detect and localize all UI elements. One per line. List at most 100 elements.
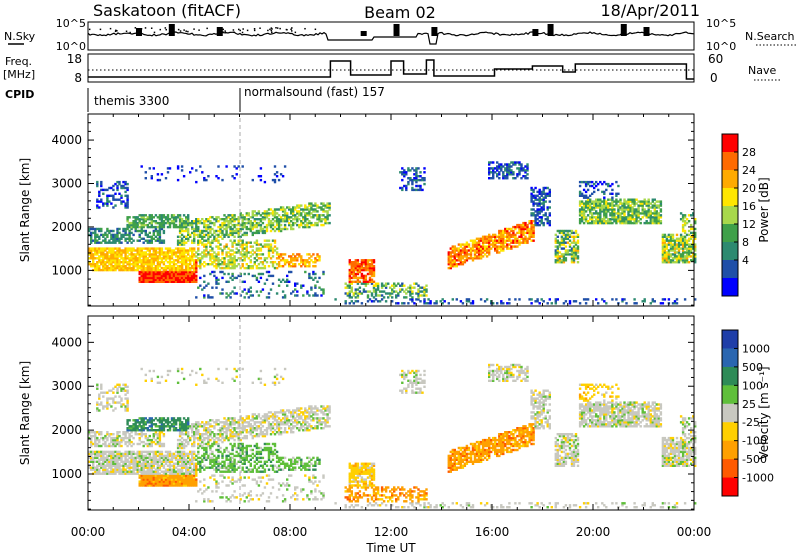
velocity-cell (108, 442, 111, 446)
power-cell (661, 239, 665, 242)
velocity-cell (88, 464, 91, 467)
power-cell (584, 190, 588, 194)
power-cell (249, 225, 252, 229)
velocity-cell (122, 383, 125, 386)
power-cell (477, 241, 481, 244)
velocity-cell (122, 403, 125, 406)
power-cell (635, 212, 638, 215)
power-cell (649, 221, 652, 225)
power-cell (94, 231, 97, 235)
power-cell (520, 165, 523, 168)
power-cell (629, 206, 632, 209)
power-cell (182, 243, 186, 246)
power-cell (205, 284, 208, 287)
power-cell (540, 206, 543, 209)
power-cell (506, 243, 509, 246)
velocity-cell (132, 442, 135, 446)
power-cell (447, 251, 450, 254)
power-cell (146, 249, 149, 252)
power-cell (239, 216, 242, 219)
velocity-cell (94, 436, 97, 440)
power-cell (225, 231, 228, 235)
power-cell (687, 251, 691, 254)
power-cell (409, 290, 412, 293)
power-cell (152, 233, 155, 237)
power-cell (423, 171, 426, 174)
power-cell (574, 241, 578, 244)
power-cell (419, 186, 422, 190)
power-cell (694, 220, 697, 223)
power-cell (324, 220, 327, 223)
velocity-cell (120, 470, 123, 473)
power-cell (526, 225, 529, 229)
velocity-cell (116, 389, 119, 392)
power-cell (255, 265, 259, 268)
power-cell (671, 253, 675, 256)
power-cell (219, 243, 222, 246)
power-cell (506, 239, 509, 242)
nsky-dot (114, 30, 117, 33)
power-cell (185, 235, 188, 238)
power-cell (384, 284, 388, 287)
power-cell (263, 210, 267, 213)
power-cell (358, 270, 362, 274)
power-cell (322, 204, 325, 207)
power-cell (128, 221, 131, 225)
power-cell (300, 259, 303, 262)
power-cell (182, 229, 186, 233)
power-cell (146, 225, 149, 229)
power-cell (231, 241, 234, 244)
power-cell (663, 235, 667, 238)
power-cell (496, 235, 499, 238)
power-cell (199, 284, 202, 287)
power-cell (231, 249, 234, 252)
power-cell (102, 253, 105, 256)
power-cell (368, 268, 372, 272)
power-cell (158, 257, 162, 260)
velocity-cell (98, 444, 101, 448)
velocity-cell (96, 464, 99, 467)
power-cell (178, 268, 182, 272)
power-cell (584, 298, 588, 301)
power-cell (197, 225, 200, 229)
power-cell (532, 208, 535, 211)
power-cell (368, 298, 372, 301)
power-cell (320, 288, 323, 291)
power-cell (114, 192, 117, 195)
power-cell (506, 233, 509, 237)
power-cell (160, 218, 164, 221)
power-cell (570, 241, 574, 244)
power-cell (490, 177, 493, 180)
power-cell (182, 278, 186, 281)
velocity-cell (126, 419, 129, 422)
power-cell (116, 233, 119, 237)
power-cell (237, 263, 240, 266)
power-cell (273, 229, 277, 233)
velocity-cell (124, 434, 127, 438)
power-cell (92, 257, 95, 260)
power-cell (665, 243, 669, 246)
power-cell (170, 265, 174, 268)
power-cell (172, 225, 176, 229)
power-cell (556, 259, 559, 262)
power-cell (229, 229, 232, 233)
power-cell (203, 225, 206, 229)
power-cell (237, 249, 240, 252)
power-cell (536, 210, 539, 213)
power-cell (655, 218, 658, 221)
power-cell (134, 259, 137, 262)
power-cell (324, 204, 327, 207)
velocity-cell (138, 433, 141, 436)
power-cell (180, 225, 184, 229)
power-cell (237, 274, 240, 278)
power-cell (199, 259, 202, 262)
power-cell (570, 261, 574, 264)
power-cell (277, 263, 281, 266)
power-cell (534, 223, 537, 227)
power-cell (530, 229, 533, 233)
power-cell (403, 173, 406, 176)
power-cell (92, 231, 95, 235)
power-cell (241, 253, 244, 256)
power-cell (273, 225, 277, 229)
power-cell (195, 227, 198, 231)
